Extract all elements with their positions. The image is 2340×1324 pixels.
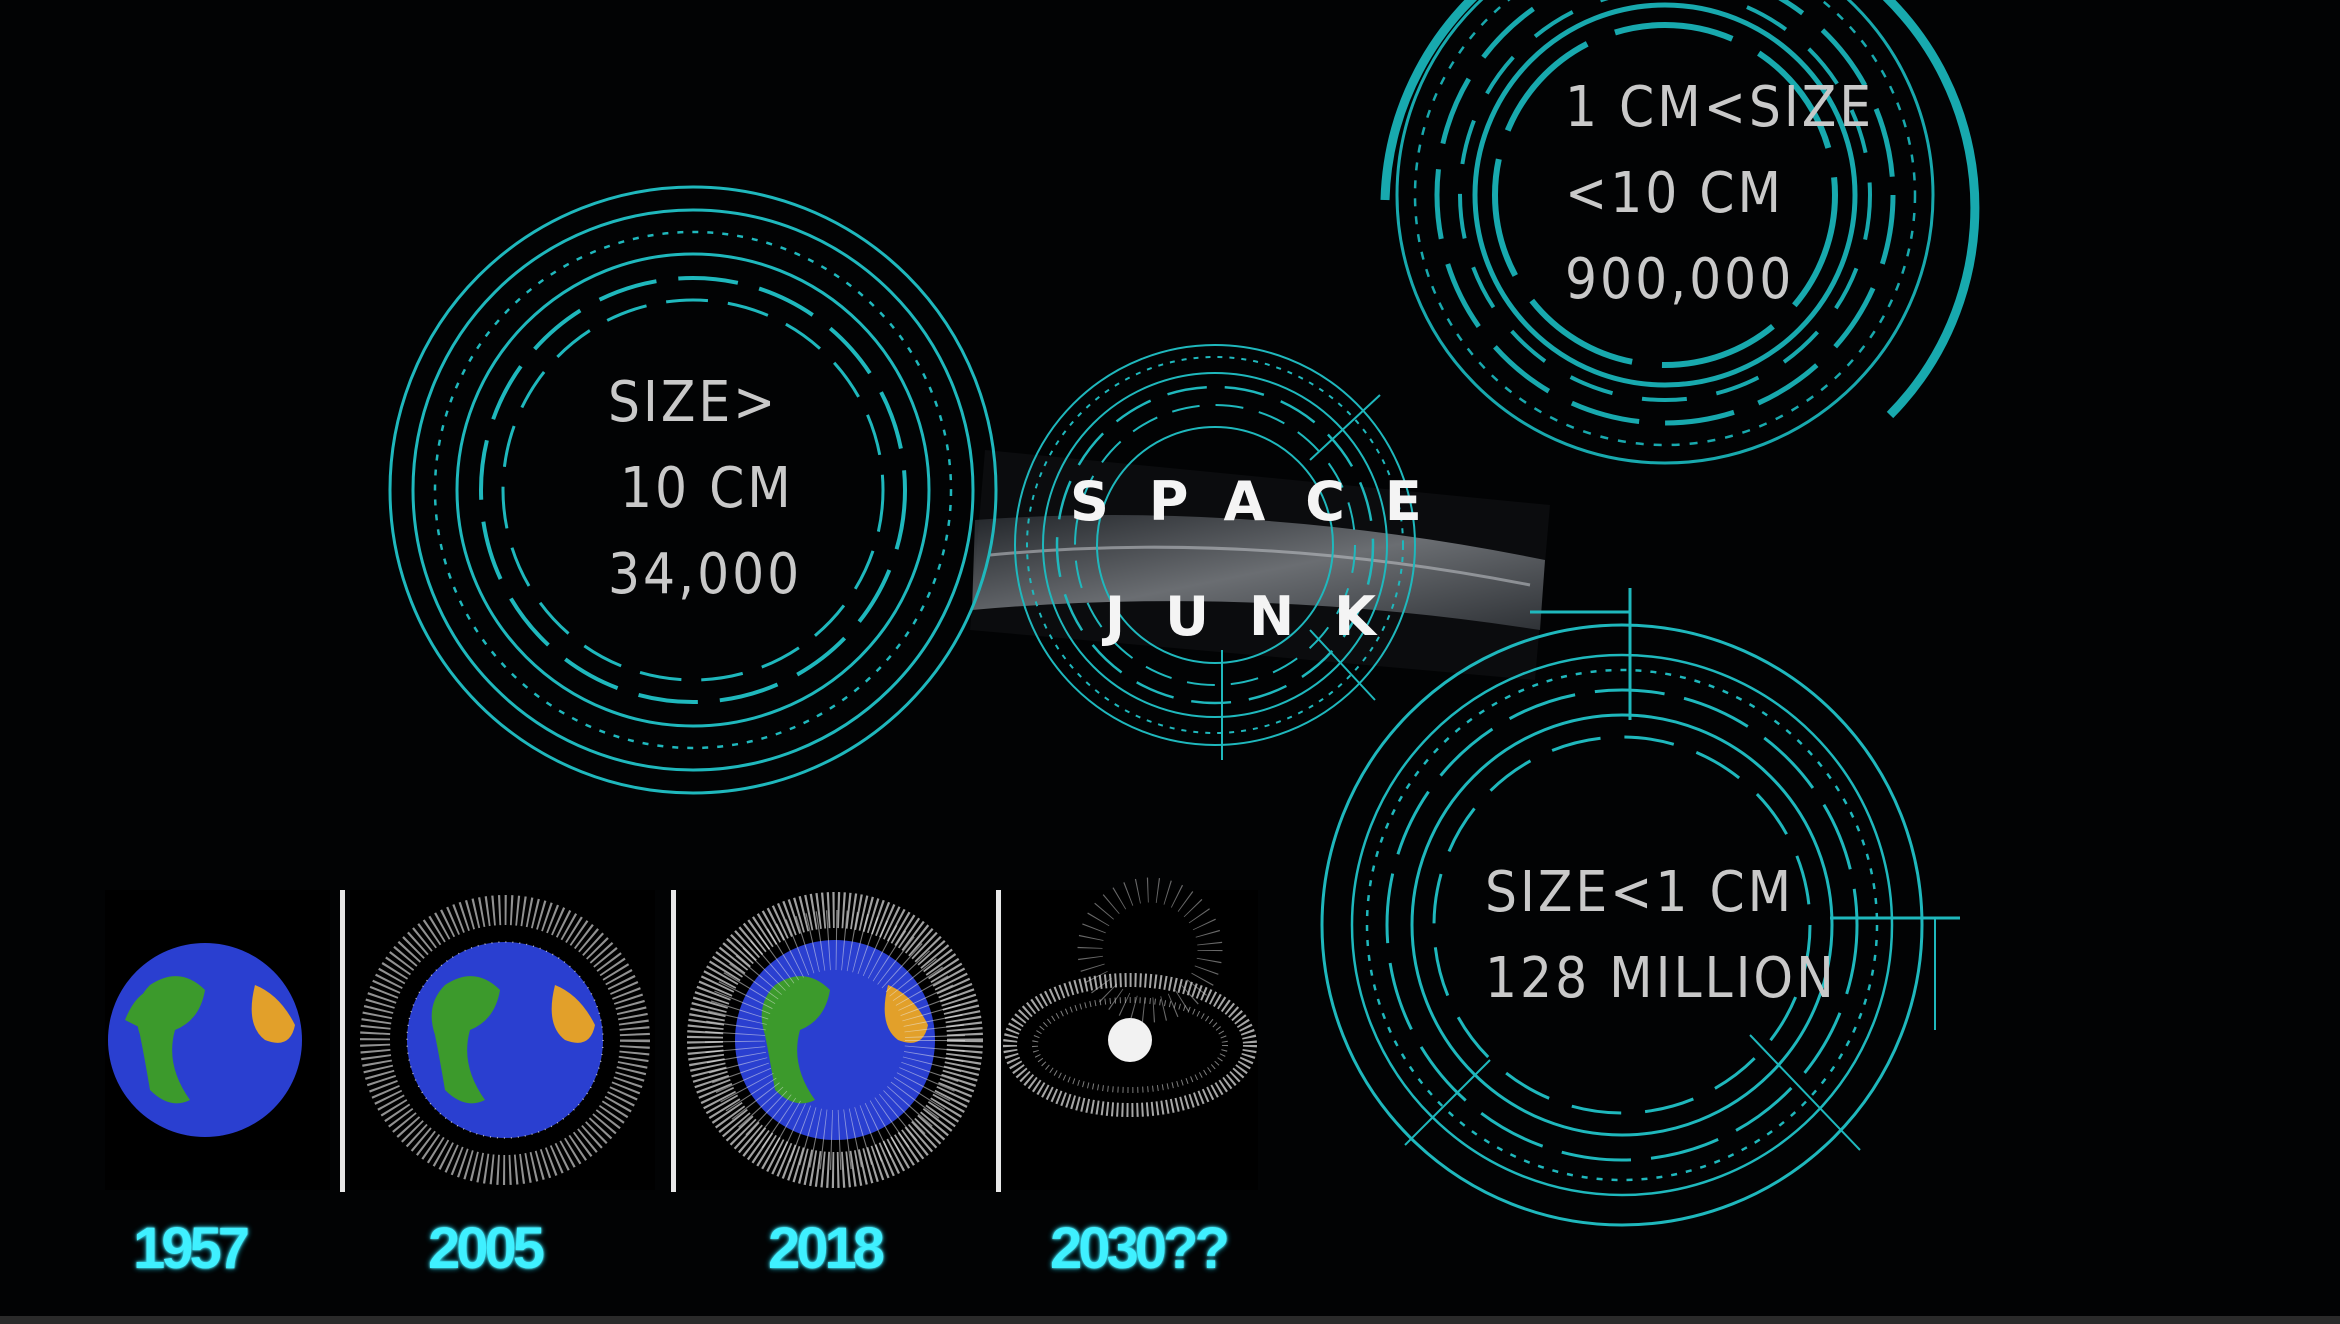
earth-horizon-image xyxy=(970,450,1550,680)
small-debris-label: SIZE<1 CM 128 MILLION xyxy=(1485,850,1837,1022)
large-debris-line2: 10 CM xyxy=(620,456,794,521)
year-label-1957: 1957 xyxy=(133,1216,250,1281)
bottom-edge xyxy=(0,1316,2340,1324)
medium-debris-label: 1 CM<SIZE <10 CM 900,000 xyxy=(1565,65,1874,323)
large-debris-line1: SIZE> xyxy=(608,370,779,435)
large-debris-label: SIZE> 10 CM 34,000 xyxy=(608,360,802,618)
year-label-2005: 2005 xyxy=(428,1216,545,1281)
earth-2005-image xyxy=(350,890,655,1190)
year-label-2030: 2030?? xyxy=(1050,1216,1230,1281)
small-debris-line1: SIZE<1 CM xyxy=(1485,860,1795,925)
timeline-images xyxy=(105,877,1258,1190)
medium-debris-line2: <10 CM xyxy=(1565,161,1784,226)
year-label-2018: 2018 xyxy=(768,1216,885,1281)
earth-1957-image xyxy=(105,890,330,1190)
title-line-space: SPACE xyxy=(1070,470,1462,533)
ring-group-small-debris xyxy=(1320,588,1960,1227)
title-line-junk: JUNK xyxy=(1105,585,1416,648)
earth-2018-image xyxy=(678,890,998,1190)
small-debris-count: 128 MILLION xyxy=(1485,946,1837,1011)
timeline-divider xyxy=(340,890,345,1192)
debris-2030-image xyxy=(1003,877,1258,1190)
medium-debris-count: 900,000 xyxy=(1565,247,1795,312)
large-debris-count: 34,000 xyxy=(608,542,803,607)
ring-group-large-debris xyxy=(388,185,998,795)
ring-group-medium-debris xyxy=(1380,0,1980,465)
ring-group-title xyxy=(1014,344,1416,760)
medium-debris-line1: 1 CM<SIZE xyxy=(1565,75,1875,140)
timeline-divider xyxy=(671,890,676,1192)
timeline-divider xyxy=(996,890,1001,1192)
